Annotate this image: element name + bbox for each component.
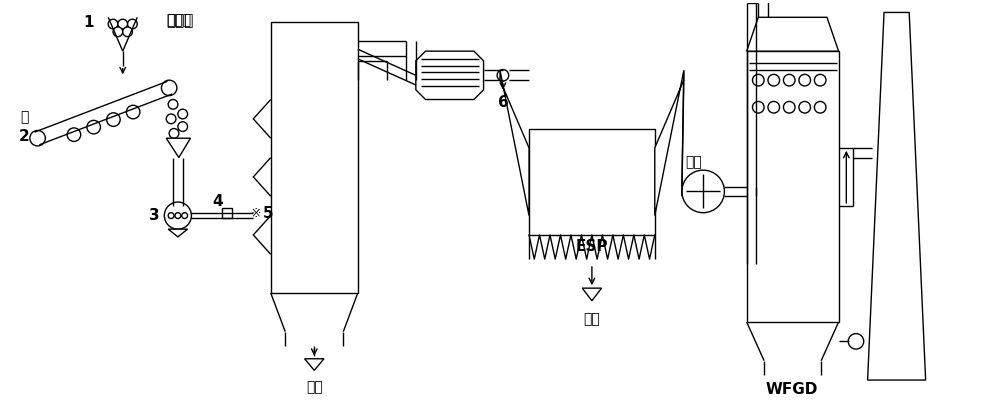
- Circle shape: [175, 213, 181, 218]
- Circle shape: [128, 19, 137, 29]
- Text: 风机: 风机: [685, 155, 702, 169]
- Circle shape: [30, 130, 45, 146]
- Polygon shape: [747, 17, 839, 51]
- Text: 1: 1: [84, 15, 94, 30]
- Polygon shape: [868, 12, 926, 380]
- Polygon shape: [168, 229, 188, 237]
- Circle shape: [164, 202, 191, 229]
- Circle shape: [126, 105, 140, 119]
- Text: 3: 3: [149, 208, 160, 223]
- Text: 飞灰: 飞灰: [584, 312, 600, 326]
- Polygon shape: [416, 51, 484, 100]
- Circle shape: [783, 74, 795, 86]
- Circle shape: [87, 120, 100, 134]
- Circle shape: [107, 113, 120, 126]
- Circle shape: [768, 74, 780, 86]
- Circle shape: [182, 213, 188, 218]
- Circle shape: [814, 74, 826, 86]
- Circle shape: [497, 70, 509, 81]
- Text: WFGD: WFGD: [766, 382, 818, 397]
- Text: 4: 4: [212, 194, 223, 208]
- Text: 煤: 煤: [20, 110, 28, 124]
- Circle shape: [752, 102, 764, 113]
- Circle shape: [682, 170, 724, 213]
- Text: 添加剂: 添加剂: [166, 13, 191, 27]
- Circle shape: [108, 19, 118, 29]
- Bar: [747, 51, 839, 322]
- Circle shape: [814, 102, 826, 113]
- Circle shape: [123, 27, 132, 37]
- Polygon shape: [305, 359, 324, 370]
- Circle shape: [752, 74, 764, 86]
- Text: 6: 6: [498, 95, 508, 110]
- Circle shape: [166, 114, 176, 124]
- Text: 2: 2: [19, 129, 29, 144]
- Circle shape: [168, 100, 178, 109]
- Bar: [222, 208, 232, 218]
- Circle shape: [169, 128, 179, 138]
- Text: 5: 5: [263, 206, 273, 221]
- Polygon shape: [582, 288, 602, 301]
- Circle shape: [168, 213, 174, 218]
- Circle shape: [161, 80, 177, 96]
- Text: ※: ※: [251, 207, 261, 220]
- Circle shape: [113, 27, 123, 37]
- Circle shape: [799, 74, 811, 86]
- Bar: [529, 128, 655, 235]
- Text: 底灰: 底灰: [306, 380, 323, 394]
- Polygon shape: [166, 138, 190, 158]
- Bar: [271, 22, 358, 293]
- Circle shape: [799, 102, 811, 113]
- Polygon shape: [500, 70, 529, 216]
- Circle shape: [178, 109, 188, 119]
- Polygon shape: [655, 70, 684, 216]
- Circle shape: [783, 102, 795, 113]
- Circle shape: [848, 334, 864, 349]
- Circle shape: [67, 128, 81, 142]
- Circle shape: [118, 19, 128, 29]
- Circle shape: [768, 102, 780, 113]
- Circle shape: [178, 122, 188, 132]
- Text: ESP: ESP: [576, 239, 608, 254]
- Text: 添加剂: 添加剂: [166, 13, 194, 28]
